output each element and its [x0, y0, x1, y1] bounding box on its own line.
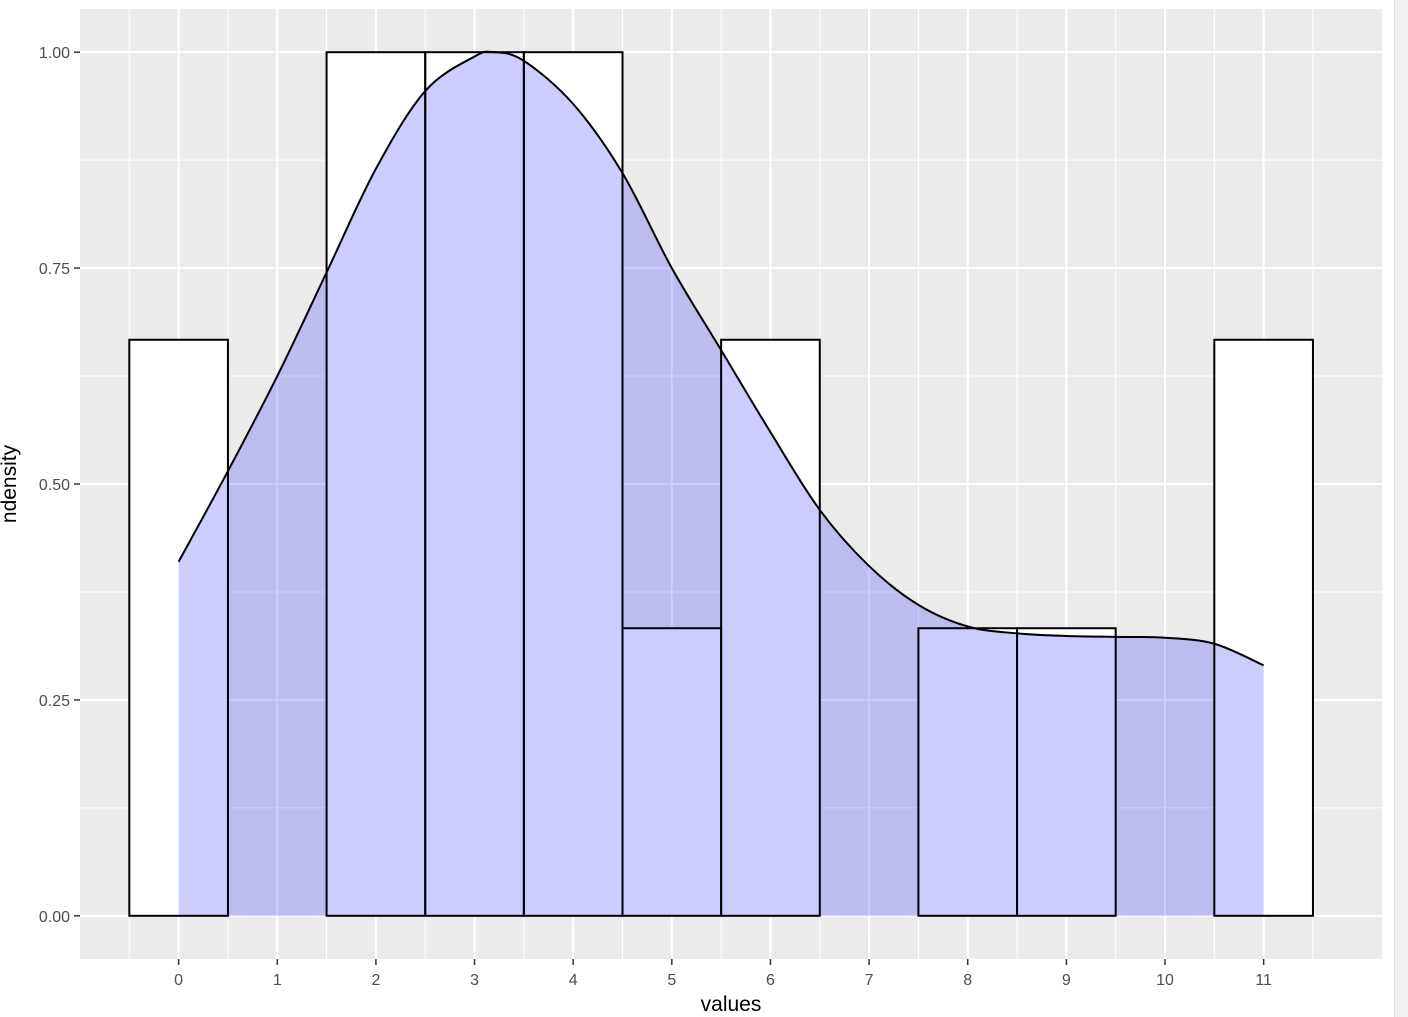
x-tick-label: 3 [470, 972, 479, 989]
y-tick-label: 1.00 [39, 45, 70, 62]
x-tick-label: 8 [963, 972, 972, 989]
histogram-bar-outline [1213, 338, 1314, 917]
histogram-bar [425, 52, 524, 916]
histogram-outlines [128, 51, 1314, 917]
histogram-bar [129, 339, 228, 916]
histogram-bar [1017, 628, 1116, 916]
histogram-bar [622, 628, 722, 916]
histogram-bar [918, 628, 1018, 916]
y-tick-label: 0.50 [39, 477, 70, 494]
y-tick-label: 0.25 [39, 693, 70, 710]
x-tick-label: 5 [667, 972, 676, 989]
x-axis-title: values [701, 993, 762, 1016]
x-tick-label: 7 [865, 972, 874, 989]
x-tick-label: 2 [371, 972, 380, 989]
density-curve [177, 50, 1265, 667]
x-tick-label: 10 [1156, 972, 1174, 989]
x-tick-label: 4 [569, 972, 578, 989]
x-tick-label: 11 [1255, 972, 1272, 989]
x-tick-label: 6 [766, 972, 775, 989]
histogram-bar [326, 52, 426, 916]
vertical-scrollbar[interactable] [1394, 0, 1408, 1017]
histogram-bar-outline [522, 51, 624, 917]
histogram-bar [1214, 339, 1313, 916]
x-tick-label: 1 [273, 972, 282, 989]
histogram-bar-outline [128, 338, 229, 917]
x-tick-label: 0 [174, 972, 183, 989]
histogram-bar-outline [720, 338, 821, 917]
y-axis: 0.00 0.25 0.50 0.75 1.00 [39, 45, 80, 926]
y-tick-label: 0.00 [39, 909, 70, 926]
y-tick-label: 0.75 [39, 261, 70, 278]
density-line [177, 50, 1265, 667]
histogram-bars [129, 52, 1313, 916]
x-tick-label: 9 [1062, 972, 1071, 989]
histogram-bar [523, 52, 623, 916]
y-axis-title: ndensity [0, 444, 21, 523]
histogram-bar [721, 339, 820, 916]
x-axis: 0 1 2 3 4 5 6 7 8 9 10 11 [174, 959, 1272, 989]
histogram-bar-outline [1016, 627, 1117, 917]
